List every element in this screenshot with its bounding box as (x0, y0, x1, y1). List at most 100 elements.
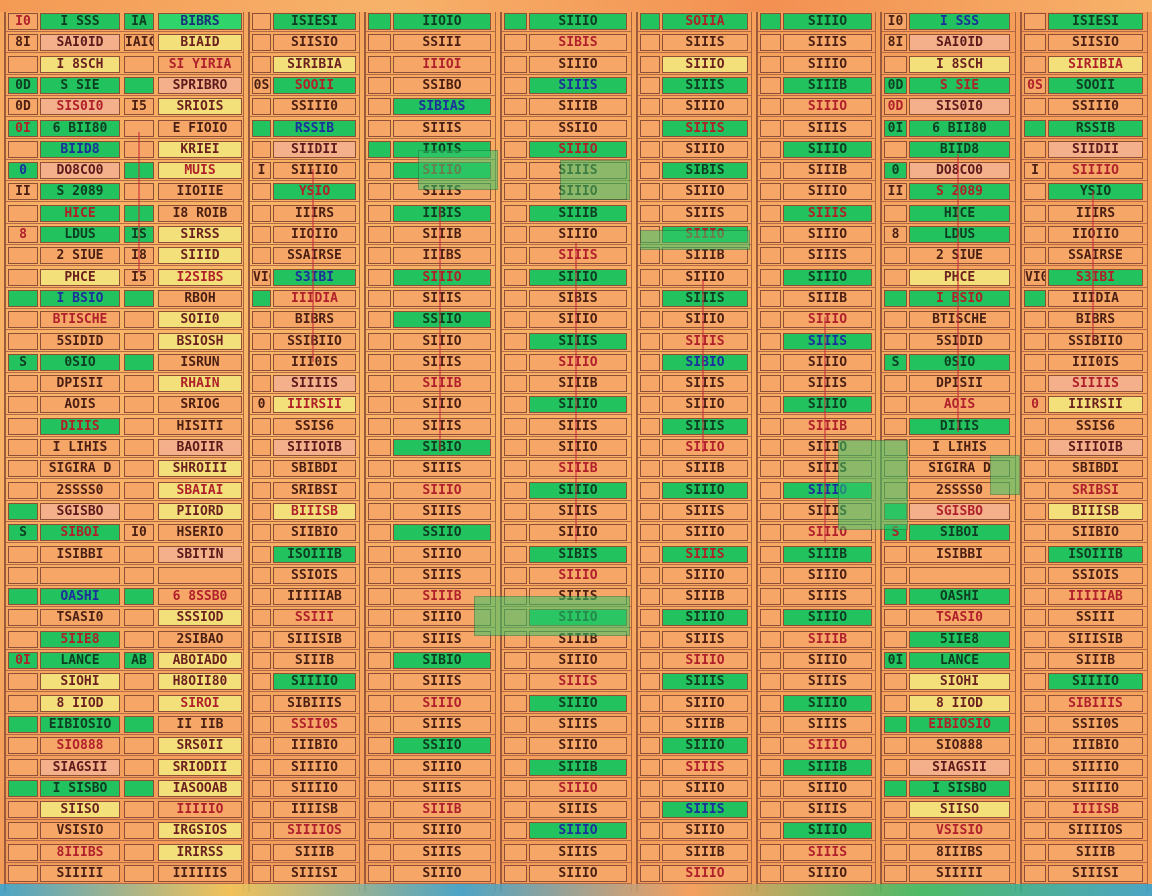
table-cell: I SSS (40, 13, 120, 30)
table-cell: SIIIB (393, 588, 491, 606)
table-row: SRIBSI (1022, 481, 1147, 501)
table-cell (124, 460, 154, 478)
table-cell: SAI0ID (40, 34, 120, 52)
table-row: SIIIIO (250, 779, 359, 799)
table-row: SIIIO (366, 545, 495, 565)
table-row: IIOIO (366, 12, 495, 32)
table-cell (760, 715, 781, 733)
table-cell (640, 630, 660, 648)
table-row: SIBIS (502, 545, 631, 565)
table-cell: SIIIO (783, 737, 872, 755)
table-row (6, 566, 243, 586)
table-cell: III0IS (273, 353, 356, 371)
table-row: SIIIS (638, 289, 751, 309)
table-row: SIIIS (366, 672, 495, 693)
table-row: SSIIO (502, 119, 631, 139)
table-row: SSIIO (366, 736, 495, 757)
table-cell (640, 524, 660, 542)
table-cell: VSISIO (40, 822, 120, 840)
table-cell: SIIIB (783, 630, 872, 648)
table-cell: SIIIB (529, 758, 627, 776)
table-row: SIIIS (366, 182, 495, 203)
table-cell (368, 673, 391, 691)
table-cell (368, 439, 391, 456)
table-cell (368, 779, 391, 797)
table-row: SIIIO (758, 225, 875, 245)
table-row: SIIIS (758, 587, 875, 608)
table-cell: DO8CO0 (40, 162, 120, 180)
table-cell: SIIIB (393, 226, 491, 243)
table-cell (252, 204, 271, 222)
table-cell (124, 758, 154, 776)
table-cell: SGISBO (40, 502, 120, 520)
table-cell (1024, 289, 1046, 307)
table-cell: S (884, 353, 907, 371)
table-cell: SIIIO (393, 396, 491, 414)
table-cell (124, 76, 154, 94)
table-row: BIIISB (250, 502, 359, 522)
table-cell: II (8, 183, 38, 201)
table-row: SIIIS (366, 715, 495, 735)
table-row: SIIIS (638, 672, 751, 693)
table-row: SIIIS (638, 332, 751, 352)
table-cell (1024, 588, 1046, 606)
table-cell: SIRSS (158, 226, 242, 243)
table-cell (504, 332, 527, 350)
table-cell (8, 460, 38, 478)
table-cell: SIIIS (662, 375, 748, 393)
table-row: VSISIO IRGSIOS (6, 821, 243, 842)
table-cell (1024, 524, 1046, 542)
table-cell: 8IIIBS (909, 843, 1010, 861)
table-cell: SIIIS (783, 715, 872, 733)
table-cell (884, 630, 907, 648)
table-row: SIIIS (502, 76, 631, 96)
table-row: SIIIB (250, 651, 359, 671)
table-row: 5SIDID BSIOSH (6, 332, 243, 352)
table-cell (884, 566, 907, 584)
table-cell (1024, 417, 1046, 435)
table-row: YSIO (250, 182, 359, 203)
table-cell: 0 (8, 162, 38, 180)
table-cell: 0I (884, 119, 907, 137)
table-cell (252, 375, 271, 393)
table-cell: SIIIS (393, 715, 491, 733)
table-cell (760, 460, 781, 478)
table-cell: HICE (40, 204, 120, 222)
table-cell: SIIIS (662, 34, 748, 52)
table-row: SIIIO (502, 225, 631, 245)
table-cell (1024, 758, 1046, 776)
table-cell: RHAIN (158, 375, 242, 393)
table-cell: SIAGSII (909, 758, 1010, 776)
table-cell: ISIESI (1048, 13, 1143, 30)
table-cell: I LIHIS (909, 439, 1010, 456)
table-cell (1024, 843, 1046, 861)
table-cell: SIIIB (273, 843, 356, 861)
table-row: BIBRS (250, 310, 359, 331)
table-row: 0D S SIE SPRIBRO (6, 76, 243, 96)
table-row: ISOIIIB (1022, 545, 1147, 565)
table-row: SIIIB (638, 715, 751, 735)
table-cell (640, 779, 660, 797)
table-row: SOIIA (638, 12, 751, 32)
table-cell: SIO888 (40, 737, 120, 755)
table-row: 8 IIOD SIROI (6, 694, 243, 714)
table-cell: I (252, 162, 271, 180)
grid-panel: SIIIO SIIIS SIIIO SIIIB SIIIO SIIIS SIIIO SIIIB… (756, 12, 876, 892)
table-cell: SIIIB (783, 417, 872, 435)
table-cell (8, 609, 38, 627)
table-cell: SIIIB (393, 801, 491, 819)
table-cell (368, 268, 391, 286)
table-row: SIIIO (502, 821, 631, 842)
table-cell (504, 55, 527, 73)
ink-stroke (1092, 191, 1094, 342)
table-cell: SIIIO (662, 268, 748, 286)
table-cell: S SIE (40, 76, 120, 94)
ink-stroke (957, 154, 959, 432)
table-cell: SIIIO (529, 311, 627, 329)
table-row: SIIIO (366, 268, 495, 288)
table-row: HICE (882, 204, 1015, 224)
table-cell (1024, 737, 1046, 755)
table-cell (1024, 865, 1046, 882)
table-cell (252, 417, 271, 435)
table-row: SIIIO (502, 694, 631, 714)
